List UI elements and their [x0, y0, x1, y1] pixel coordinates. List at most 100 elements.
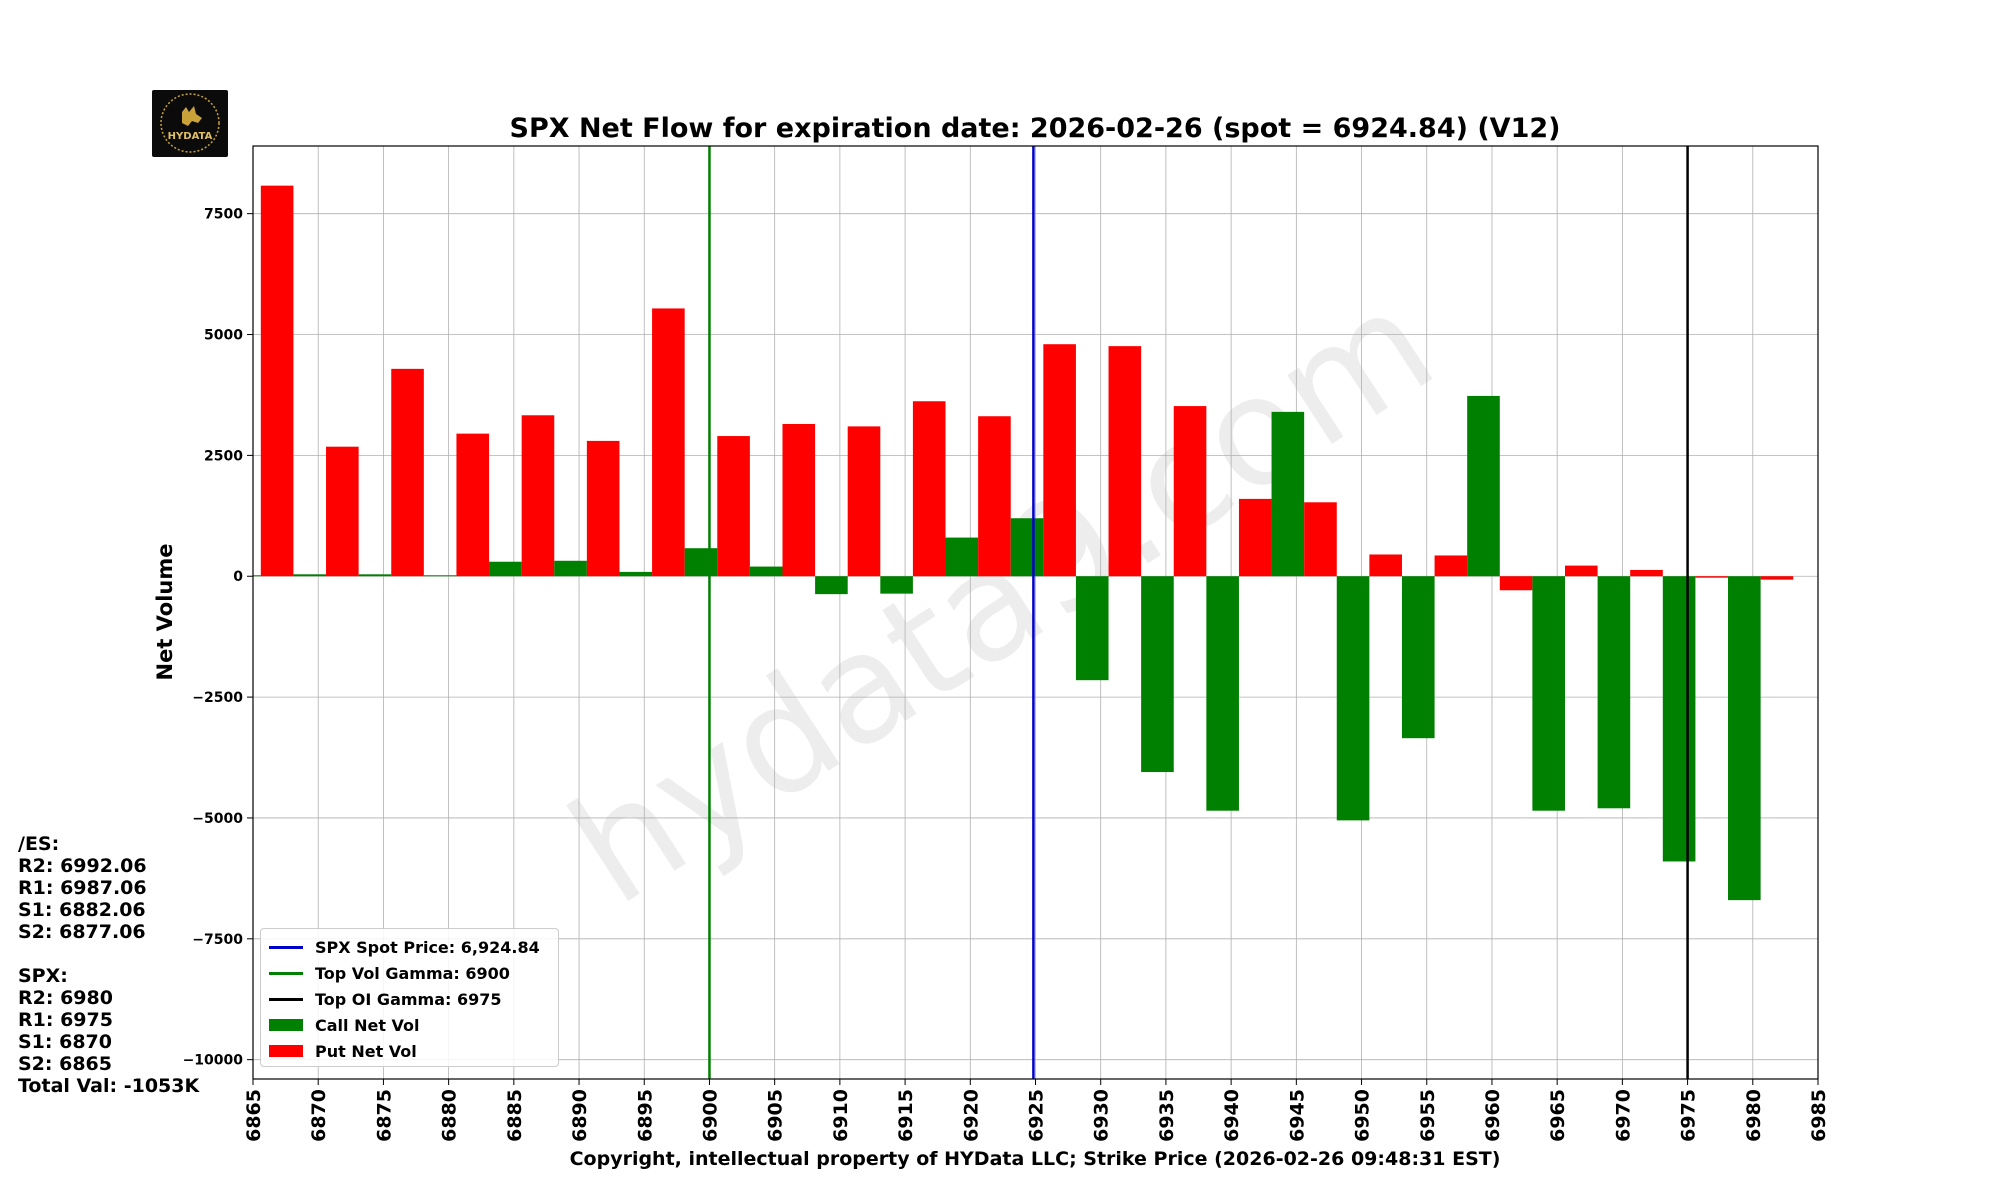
legend-line-swatch	[269, 971, 303, 975]
call-bar	[1532, 576, 1565, 811]
logo: HYDATA	[152, 90, 228, 157]
legend-label: Top Vol Gamma: 6900	[315, 963, 510, 983]
logo-text: HYDATA	[168, 131, 213, 142]
es-header: /ES:	[18, 833, 60, 855]
spx-level: S1: 6870	[18, 1031, 112, 1053]
call-bar	[1597, 576, 1631, 809]
x-tick-label: 6885	[504, 1089, 526, 1142]
call-bar	[1467, 395, 1500, 577]
x-tick-label: 6985	[1808, 1089, 1830, 1142]
call-bar	[1336, 576, 1370, 821]
x-tick-label: 6880	[439, 1089, 461, 1142]
chart-title: SPX Net Flow for expiration date: 2026-0…	[510, 113, 1561, 144]
call-bar	[1728, 576, 1761, 901]
reference-lines	[708, 146, 1689, 1079]
put-bar	[978, 416, 1011, 577]
put-bar	[391, 368, 424, 577]
y-tick-label: 2500	[204, 448, 243, 464]
put-bar	[1369, 554, 1402, 577]
put-bar	[1043, 344, 1076, 577]
x-tick-label: 6940	[1221, 1089, 1243, 1142]
put-bar	[1499, 576, 1533, 591]
put-bar	[1760, 576, 1794, 580]
put-bar	[326, 446, 359, 577]
x-tick-label: 6875	[373, 1089, 395, 1142]
x-tick-label: 6950	[1352, 1089, 1374, 1142]
spx-level: R2: 6980	[18, 987, 113, 1009]
call-bar	[880, 576, 913, 594]
call-bar	[1401, 576, 1435, 739]
x-tick-label: 6975	[1678, 1089, 1700, 1142]
call-bar	[253, 575, 261, 577]
call-bar	[1010, 518, 1044, 577]
x-tick-label: 6905	[765, 1089, 787, 1142]
legend-item-call: Call Net Vol	[269, 1013, 420, 1037]
legend-label: Call Net Vol	[315, 1015, 420, 1035]
x-tick-label: 6960	[1482, 1089, 1504, 1142]
call-bar	[293, 574, 327, 577]
legend-item-put: Put Net Vol	[269, 1039, 417, 1063]
x-tick-label: 6900	[699, 1089, 721, 1142]
call-bar	[619, 571, 653, 577]
put-bar	[456, 433, 490, 577]
spx-header: SPX:	[18, 965, 68, 987]
es-level: R1: 6987.06	[18, 877, 147, 899]
y-tick-label: 7500	[204, 207, 243, 223]
x-tick-label: 6890	[569, 1089, 591, 1142]
x-tick-label: 6930	[1091, 1089, 1113, 1142]
levels-panel: /ES: R2: 6992.06 R1: 6987.06 S1: 6882.06…	[18, 833, 199, 1097]
x-tick-label: 6935	[1156, 1089, 1178, 1142]
y-axis-label: Net Volume	[153, 544, 177, 681]
x-tick-label: 6925	[1026, 1089, 1048, 1142]
call-bar	[1271, 411, 1305, 577]
x-tick-label: 6980	[1743, 1089, 1765, 1142]
y-axis-ticks: 7500 5000 2500 0 −2500 −5000 −7500 −10000	[183, 207, 253, 1069]
legend: SPX Spot Price: 6,924.84 Top Vol Gamma: …	[260, 928, 559, 1067]
legend-item-spot: SPX Spot Price: 6,924.84	[269, 935, 540, 959]
x-tick-label: 6955	[1417, 1089, 1439, 1142]
es-level: S1: 6882.06	[18, 899, 146, 921]
y-tick-label: −7500	[192, 932, 243, 948]
x-tick-label: 6910	[830, 1089, 852, 1142]
call-bar	[945, 537, 979, 577]
call-bar	[554, 560, 587, 577]
y-tick-label: −2500	[192, 690, 243, 706]
call-bar	[489, 561, 522, 577]
bars	[253, 185, 1794, 901]
put-bar	[782, 423, 816, 577]
x-tick-label: 6920	[960, 1089, 982, 1142]
y-tick-label: 0	[233, 569, 243, 585]
legend-label: SPX Spot Price: 6,924.84	[315, 937, 540, 957]
legend-label: Put Net Vol	[315, 1041, 417, 1061]
legend-item-vol-gamma: Top Vol Gamma: 6900	[269, 961, 510, 985]
put-bar	[1108, 346, 1142, 577]
put-bar	[1564, 565, 1598, 577]
es-level: S2: 6877.06	[18, 921, 146, 943]
put-bar	[1630, 569, 1663, 577]
x-tick-label: 6970	[1612, 1089, 1634, 1142]
call-bar	[1206, 576, 1239, 811]
call-bar	[1662, 576, 1696, 862]
call-bar	[1141, 576, 1174, 773]
x-tick-label: 6965	[1547, 1089, 1569, 1142]
call-bar	[1075, 576, 1109, 681]
put-bar	[1695, 576, 1729, 578]
call-bar	[815, 576, 848, 595]
x-tick-label: 6945	[1286, 1089, 1308, 1142]
legend-line-swatch	[269, 997, 303, 1001]
call-bar	[749, 566, 783, 577]
total-value: Total Val: -1053K	[18, 1075, 200, 1097]
x-axis-label: Copyright, intellectual property of HYDa…	[570, 1148, 1501, 1170]
legend-label: Top OI Gamma: 6975	[315, 989, 502, 1009]
y-tick-label: −10000	[183, 1053, 244, 1069]
put-bar	[652, 308, 685, 577]
put-bar	[586, 440, 620, 577]
put-bar	[717, 436, 750, 577]
legend-line-swatch	[269, 945, 303, 949]
y-tick-label: 5000	[204, 328, 243, 344]
x-tick-label: 6915	[895, 1089, 917, 1142]
legend-item-oi-gamma: Top OI Gamma: 6975	[269, 987, 502, 1011]
x-tick-label: 6895	[634, 1089, 656, 1142]
es-level: R2: 6992.06	[18, 855, 147, 877]
